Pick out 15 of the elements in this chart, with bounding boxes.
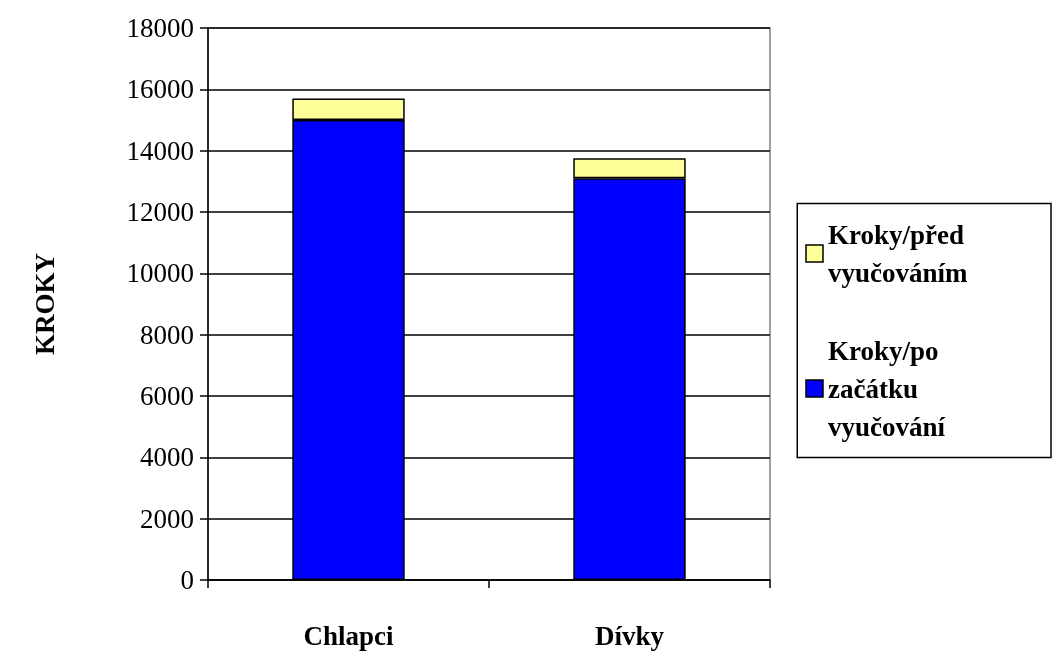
x-tick-label: Dívky (594, 620, 665, 651)
y-tick-label: 14000 (126, 135, 194, 166)
y-axis-title: KROKY (29, 252, 60, 356)
y-tick-label: 4000 (140, 442, 194, 473)
y-tick-label: 12000 (126, 197, 194, 227)
y-tick-label: 0 (180, 565, 194, 595)
y-tick-label: 16000 (126, 74, 194, 105)
legend-label: Kroky/po začátku vyučování (828, 335, 946, 442)
y-tick-label: 18000 (126, 13, 194, 43)
y-tick-label: 6000 (140, 381, 194, 411)
y-tick-label: 10000 (126, 258, 194, 289)
y-tick-label: 2000 (140, 503, 194, 534)
x-tick-label: Chlapci (303, 620, 394, 651)
legend-label: Kroky/před vyučováním (828, 219, 971, 288)
y-tick-label: 8000 (140, 319, 194, 350)
